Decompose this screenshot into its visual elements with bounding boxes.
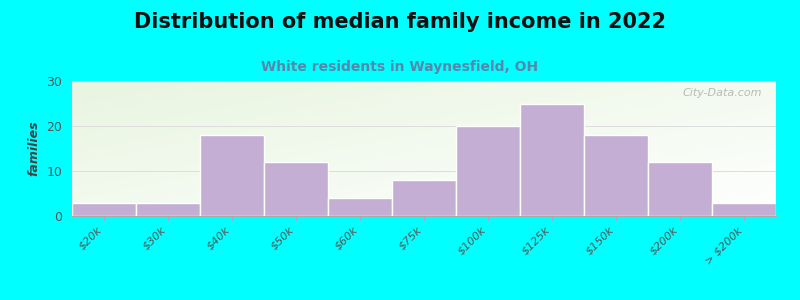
- Text: White residents in Waynesfield, OH: White residents in Waynesfield, OH: [262, 60, 538, 74]
- Bar: [264, 162, 328, 216]
- Bar: [72, 202, 136, 216]
- Y-axis label: families: families: [28, 121, 41, 176]
- Bar: [200, 135, 264, 216]
- Bar: [136, 202, 200, 216]
- Text: Distribution of median family income in 2022: Distribution of median family income in …: [134, 12, 666, 32]
- Bar: [648, 162, 712, 216]
- Bar: [328, 198, 392, 216]
- Bar: [456, 126, 520, 216]
- Text: City-Data.com: City-Data.com: [682, 88, 762, 98]
- Bar: [392, 180, 456, 216]
- Bar: [520, 103, 584, 216]
- Bar: [712, 202, 776, 216]
- Bar: [584, 135, 648, 216]
